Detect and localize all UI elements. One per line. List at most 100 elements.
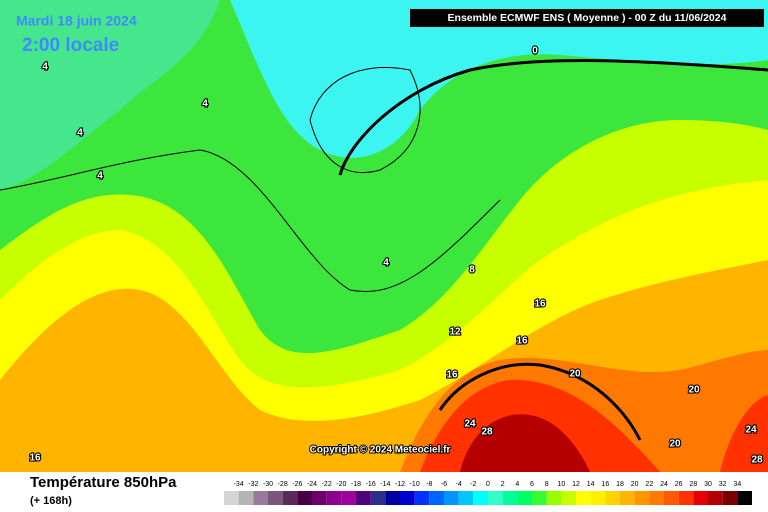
scale-label: 0 <box>486 481 490 488</box>
scale-label: 16 <box>601 481 609 488</box>
color-swatch <box>429 491 444 505</box>
scale-label: 10 <box>557 481 565 488</box>
color-swatch <box>370 491 386 505</box>
contour-label: 4 <box>383 258 389 269</box>
scale-label: 14 <box>587 481 595 488</box>
legend-title: Température 850hPa <box>30 474 177 491</box>
map-field <box>0 0 768 472</box>
contour-label: 24 <box>464 419 476 430</box>
legend-subtitle: (+ 168h) <box>30 495 72 507</box>
contour-label: 28 <box>751 455 763 466</box>
color-swatch <box>737 491 752 505</box>
scale-label: -8 <box>426 481 432 488</box>
color-swatch <box>253 491 268 505</box>
scale-label: -10 <box>410 481 420 488</box>
contour-label: 20 <box>688 385 700 396</box>
color-swatch <box>488 491 503 505</box>
coastline <box>309 66 421 174</box>
contour-label: 28 <box>481 427 493 438</box>
color-swatch <box>605 491 620 505</box>
field-dark-red <box>460 414 590 472</box>
scale-label: -24 <box>307 481 317 488</box>
color-swatch <box>414 491 430 505</box>
color-swatch <box>297 491 312 505</box>
color-swatch <box>502 491 518 505</box>
color-swatch <box>473 491 488 505</box>
color-swatch <box>576 491 591 505</box>
scale-label: 12 <box>572 481 580 488</box>
contour-label: 4 <box>202 99 208 110</box>
contour-label: 12 <box>449 327 461 338</box>
contour-label: 8 <box>469 265 475 276</box>
color-swatch <box>649 491 664 505</box>
scale-label: -14 <box>380 481 390 488</box>
contour-labels: 0 4 4 4 4 4 8 12 16 16 16 20 20 20 24 28 24 28 16 <box>28 45 764 467</box>
color-swatch <box>678 491 694 505</box>
color-swatch <box>356 491 371 505</box>
scale-label: -2 <box>470 481 476 488</box>
scale-label: 26 <box>675 481 683 488</box>
isotherm-0 <box>338 59 768 176</box>
run-info: Ensemble ECMWF ENS ( Moyenne ) - 00 Z du… <box>448 12 727 24</box>
scale-label: 24 <box>660 481 668 488</box>
color-swatch <box>708 491 723 505</box>
scale-label: 8 <box>545 481 549 488</box>
contour-label: 16 <box>516 336 528 347</box>
scale-label: -20 <box>336 481 346 488</box>
contour-label: 20 <box>669 439 681 450</box>
scale-label: 22 <box>645 481 653 488</box>
scale-label: -22 <box>322 481 332 488</box>
scale-label: 20 <box>631 481 639 488</box>
scale-label: 2 <box>501 481 505 488</box>
color-swatch <box>282 491 298 505</box>
scale-label: -16 <box>366 481 376 488</box>
color-swatch <box>532 491 547 505</box>
color-swatch <box>590 491 606 505</box>
field-red-east <box>720 395 768 472</box>
date: Mardi 18 juin 2024 <box>16 13 137 29</box>
color-swatch <box>326 491 342 505</box>
field-teal <box>0 0 220 190</box>
contour-label: 0 <box>532 46 538 57</box>
contour-label: 20 <box>569 369 581 380</box>
contour-label: 16 <box>446 370 458 381</box>
color-swatch <box>458 491 474 505</box>
scale-label: -18 <box>351 481 361 488</box>
color-swatch <box>385 491 400 505</box>
contour-label: 16 <box>534 299 546 310</box>
color-swatch <box>400 491 415 505</box>
scale-label: 6 <box>530 481 534 488</box>
color-swatch <box>546 491 562 505</box>
field-cyan <box>230 0 768 158</box>
scale-label: -28 <box>278 481 288 488</box>
color-scale: -34 -32 -30 -28 -26 -24 -22 -20 -18 -16 -14 -12 -10-… <box>224 481 752 505</box>
scale-label: -34 <box>234 481 244 488</box>
scale-label: -32 <box>248 481 258 488</box>
contour-label: 4 <box>42 62 48 73</box>
scale-label: 18 <box>616 481 624 488</box>
contour-label: 4 <box>77 128 83 139</box>
time: 2:00 locale <box>22 35 119 56</box>
color-swatch <box>238 491 254 505</box>
isotherm <box>0 149 501 292</box>
scale-label: 34 <box>733 481 741 488</box>
scale-label: -26 <box>292 481 302 488</box>
color-swatch <box>224 491 239 505</box>
scale-label: 30 <box>704 481 712 488</box>
color-swatch <box>634 491 650 505</box>
contour-label: 16 <box>29 453 41 464</box>
color-swatch <box>517 491 532 505</box>
color-swatch <box>664 491 679 505</box>
scale-label: -12 <box>395 481 405 488</box>
scale-label: 32 <box>719 481 727 488</box>
color-swatch <box>693 491 708 505</box>
color-swatch <box>444 491 459 505</box>
color-swatch <box>341 491 356 505</box>
color-swatch <box>561 491 576 505</box>
color-swatch <box>268 491 283 505</box>
scale-label: -4 <box>456 481 462 488</box>
color-swatch <box>722 491 738 505</box>
color-swatch <box>312 491 327 505</box>
scale-label: -6 <box>441 481 447 488</box>
